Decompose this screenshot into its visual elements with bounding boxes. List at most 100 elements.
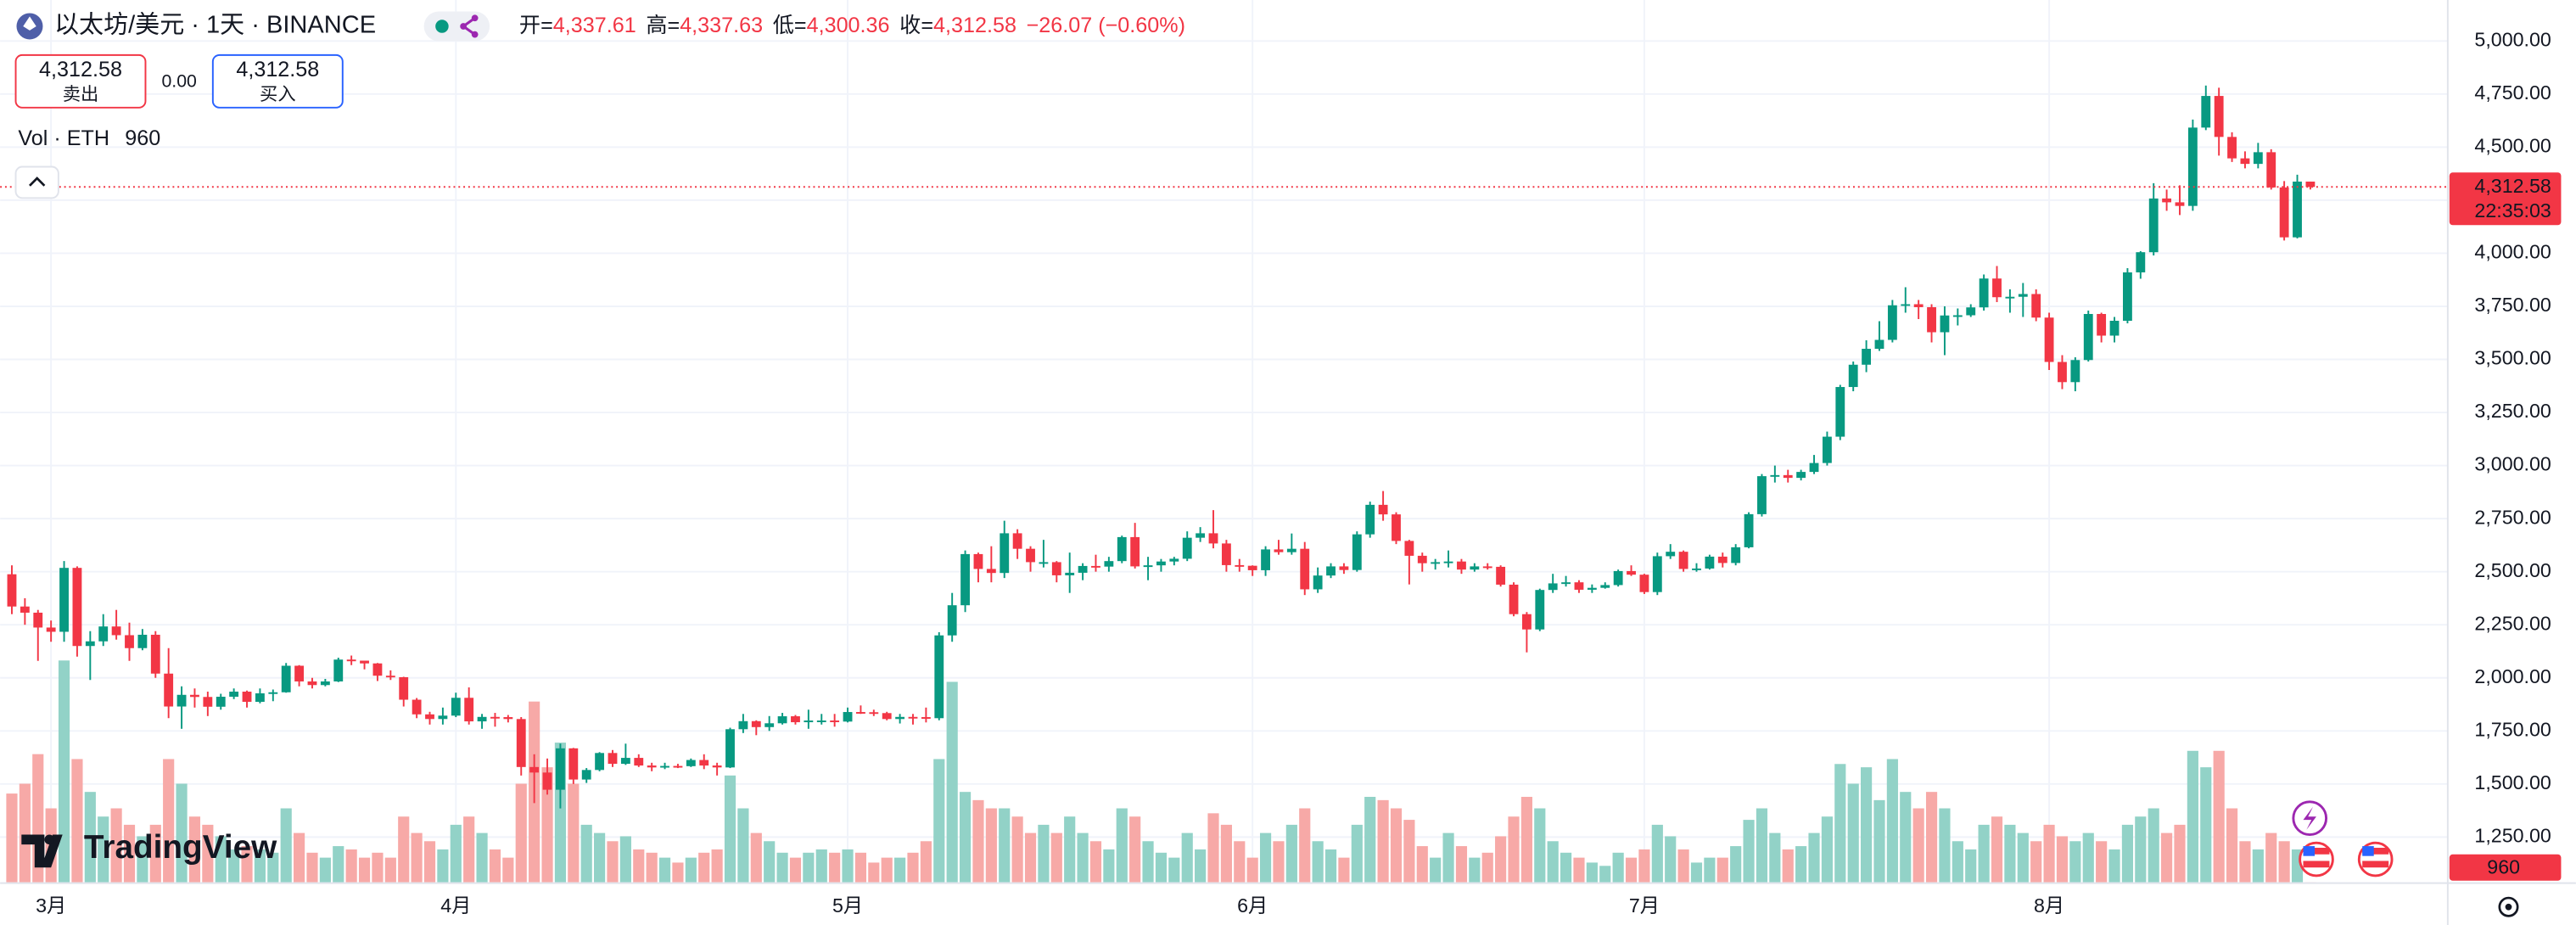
- volume-bar: [959, 792, 972, 883]
- volume-bar: [398, 816, 410, 883]
- y-tick-label: 1,750.00: [2474, 718, 2551, 740]
- volume-bar: [672, 862, 684, 883]
- y-tick-label: 4,500.00: [2474, 135, 2551, 157]
- candle-body: [33, 612, 43, 628]
- volume-bar: [306, 852, 318, 883]
- candle-body: [203, 697, 213, 707]
- candle-body: [1417, 555, 1427, 563]
- status-pill[interactable]: [423, 11, 490, 42]
- candle-body: [164, 673, 174, 707]
- candle-body: [1717, 556, 1728, 563]
- candle-body: [764, 723, 775, 727]
- candle-body: [1952, 315, 1963, 317]
- candle-body: [1796, 472, 1806, 479]
- candle-body: [2253, 152, 2263, 165]
- volume-bar: [2043, 824, 2055, 883]
- candle-body: [2031, 294, 2041, 318]
- volume-bar: [1900, 792, 1912, 883]
- candle-body: [1274, 549, 1284, 552]
- volume-bar: [1534, 808, 1546, 883]
- candle-body: [1130, 536, 1140, 567]
- candle-body: [438, 715, 448, 720]
- volume-bar: [1430, 857, 1442, 883]
- volume-bar: [202, 824, 214, 883]
- candle-body: [738, 720, 748, 730]
- candle-body: [516, 719, 526, 767]
- candle-body: [986, 569, 996, 574]
- volume-bar: [789, 857, 802, 883]
- volume-bar: [1886, 759, 1898, 883]
- volume-bar: [228, 849, 240, 883]
- volume-bar: [881, 857, 893, 883]
- volume-bar: [2174, 824, 2186, 883]
- coin-glyph: [23, 16, 36, 31]
- volume-bar: [176, 783, 188, 883]
- buy-button[interactable]: [211, 53, 344, 109]
- countdown-text: 22:35:03: [2474, 199, 2551, 221]
- candle-body: [294, 665, 305, 682]
- volume-bar: [1207, 813, 1219, 883]
- collapse-button[interactable]: [14, 165, 59, 199]
- volume-bar: [711, 849, 723, 883]
- volume-bar: [1665, 836, 1677, 883]
- high-label: 高=: [646, 14, 680, 37]
- volume-bar: [1011, 816, 1023, 883]
- volume-bar: [1716, 857, 1728, 883]
- candle-body: [242, 692, 252, 703]
- volume-bar: [2148, 808, 2159, 883]
- y-tick-label: 3,250.00: [2474, 400, 2551, 422]
- volume-bar: [985, 808, 997, 883]
- volume-bar: [764, 841, 776, 883]
- volume-bar: [1939, 808, 1951, 883]
- y-tick-label: 4,000.00: [2474, 241, 2551, 263]
- candle-body: [20, 606, 30, 613]
- candle-body: [699, 760, 709, 766]
- candle-body: [777, 716, 787, 724]
- candle-body: [1078, 565, 1088, 573]
- candle-body: [830, 720, 840, 722]
- volume-bar: [1324, 849, 1337, 883]
- candle-body: [751, 720, 761, 727]
- volume-bar: [1873, 799, 1885, 883]
- candle-body: [804, 720, 814, 723]
- volume-bar: [98, 816, 109, 883]
- candle-body: [1613, 570, 1623, 586]
- volume-bar: [1861, 767, 1873, 883]
- candle-body: [1091, 565, 1100, 568]
- sell-button[interactable]: [14, 53, 147, 109]
- candle-body: [725, 729, 735, 768]
- candle-body: [1326, 566, 1336, 576]
- candle-body: [503, 717, 513, 720]
- y-tick-label: 2,000.00: [2474, 665, 2551, 687]
- volume-bar: [2213, 750, 2225, 883]
- volume-title: Vol · ETH: [18, 126, 109, 150]
- settings-icon[interactable]: [2498, 896, 2519, 917]
- x-tick-label: 4月: [440, 894, 471, 917]
- candle-body: [1117, 536, 1127, 562]
- candle-body: [1561, 582, 1571, 585]
- symbol-title[interactable]: 以太坊/美元 · 1天 · BINANCE: [54, 11, 376, 39]
- candle-body: [2148, 198, 2159, 253]
- ohlc-legend: 开=4,337.61 高=4,337.63 低=4,300.36 收=4,312.58…: [519, 14, 1185, 37]
- candle-body: [2175, 202, 2185, 206]
- volume-bar: [2265, 832, 2277, 883]
- volume-bar: [411, 832, 423, 883]
- change-value: −26.07 (−0.60%): [1027, 14, 1185, 37]
- candle-body: [2005, 296, 2015, 299]
- volume-bar: [1651, 824, 1663, 883]
- volume-bar: [149, 824, 161, 883]
- candle-body: [150, 634, 160, 674]
- volume-bar: [1338, 857, 1350, 883]
- volume-bar: [1834, 764, 1846, 883]
- candle-body: [1705, 556, 1715, 569]
- candle-body: [72, 568, 82, 647]
- volume-bar: [2069, 841, 2081, 883]
- volume-bar: [1912, 808, 1924, 883]
- candle-body: [2083, 313, 2093, 361]
- candle-body: [542, 772, 552, 790]
- candle-body: [1143, 565, 1153, 568]
- volume-bar: [1730, 846, 1742, 883]
- volume-bar: [515, 783, 527, 883]
- volume-bar: [489, 849, 501, 883]
